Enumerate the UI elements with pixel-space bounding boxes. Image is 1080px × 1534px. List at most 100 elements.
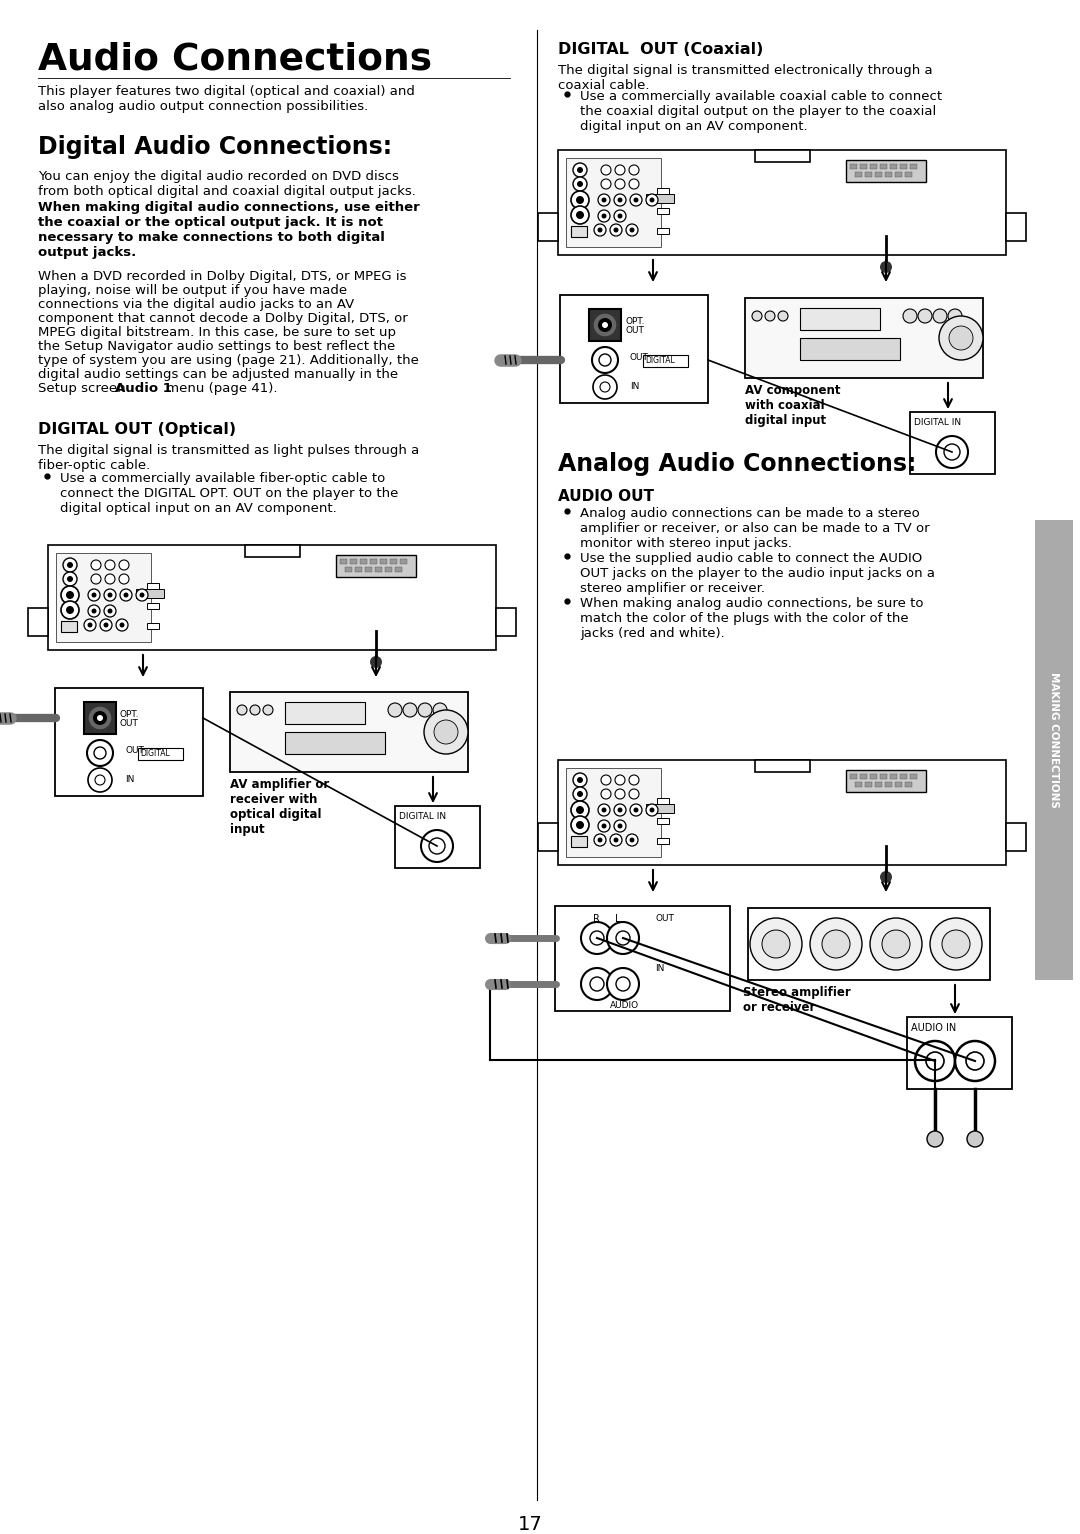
Text: playing, noise will be output if you have made: playing, noise will be output if you hav… bbox=[38, 284, 347, 298]
Bar bbox=[865, 782, 872, 787]
Circle shape bbox=[388, 703, 402, 716]
Circle shape bbox=[573, 787, 588, 801]
Circle shape bbox=[944, 443, 960, 460]
Circle shape bbox=[592, 347, 618, 373]
Bar bbox=[1035, 520, 1074, 980]
Circle shape bbox=[116, 620, 129, 630]
Text: This player features two digital (optical and coaxial) and
also analog audio out: This player features two digital (optica… bbox=[38, 84, 415, 114]
Text: Digital Audio Connections:: Digital Audio Connections: bbox=[38, 135, 392, 160]
Text: component that cannot decode a Dolby Digital, DTS, or: component that cannot decode a Dolby Dig… bbox=[38, 311, 408, 325]
Circle shape bbox=[100, 620, 112, 630]
Circle shape bbox=[571, 192, 589, 209]
Bar bbox=[800, 337, 900, 360]
Text: When a DVD recorded in Dolby Digital, DTS, or MPEG is: When a DVD recorded in Dolby Digital, DT… bbox=[38, 270, 406, 282]
Bar bbox=[561, 295, 708, 403]
Circle shape bbox=[67, 561, 73, 568]
Bar bbox=[890, 775, 897, 779]
Bar bbox=[910, 775, 917, 779]
Circle shape bbox=[63, 572, 77, 586]
Circle shape bbox=[615, 179, 625, 189]
Text: Use a commercially available coaxial cable to connect
the coaxial digital output: Use a commercially available coaxial cab… bbox=[580, 91, 942, 133]
Circle shape bbox=[616, 931, 630, 945]
Bar bbox=[566, 158, 661, 247]
Bar bbox=[895, 782, 902, 787]
Circle shape bbox=[870, 917, 922, 969]
Circle shape bbox=[120, 589, 132, 601]
Text: connections via the digital audio jacks to an AV: connections via the digital audio jacks … bbox=[38, 298, 354, 311]
Bar bbox=[905, 782, 912, 787]
Bar bbox=[907, 1017, 1012, 1089]
Circle shape bbox=[594, 834, 606, 845]
Circle shape bbox=[581, 968, 613, 1000]
Circle shape bbox=[119, 574, 129, 584]
Text: AUDIO IN: AUDIO IN bbox=[912, 1023, 956, 1032]
Bar bbox=[657, 818, 669, 824]
Circle shape bbox=[600, 179, 611, 189]
Circle shape bbox=[590, 931, 604, 945]
Circle shape bbox=[87, 589, 100, 601]
Bar bbox=[147, 603, 159, 609]
Text: Stereo amplifier
or receiver: Stereo amplifier or receiver bbox=[743, 986, 851, 1014]
Circle shape bbox=[594, 224, 606, 236]
Text: R: R bbox=[593, 914, 599, 923]
Circle shape bbox=[599, 354, 611, 367]
Circle shape bbox=[593, 374, 617, 399]
Circle shape bbox=[91, 560, 102, 571]
Bar bbox=[643, 354, 688, 367]
Circle shape bbox=[630, 804, 642, 816]
Text: type of system you are using (page 21). Additionally, the: type of system you are using (page 21). … bbox=[38, 354, 419, 367]
Circle shape bbox=[593, 313, 617, 337]
Circle shape bbox=[765, 311, 775, 321]
Text: MPEG digital bitstream. In this case, be sure to set up: MPEG digital bitstream. In this case, be… bbox=[38, 327, 396, 339]
Bar bbox=[571, 225, 588, 236]
Circle shape bbox=[136, 589, 148, 601]
Circle shape bbox=[576, 805, 584, 815]
Circle shape bbox=[615, 804, 626, 816]
Circle shape bbox=[933, 308, 947, 324]
Text: Audio Connections: Audio Connections bbox=[38, 41, 432, 78]
Circle shape bbox=[93, 710, 107, 726]
Circle shape bbox=[87, 769, 112, 792]
Bar bbox=[384, 568, 392, 572]
Text: OUT: OUT bbox=[625, 327, 644, 334]
Bar bbox=[755, 759, 810, 772]
Bar bbox=[800, 308, 880, 330]
Bar bbox=[538, 213, 558, 241]
Circle shape bbox=[598, 210, 610, 222]
Circle shape bbox=[573, 773, 588, 787]
Text: OUT: OUT bbox=[125, 746, 144, 755]
Circle shape bbox=[424, 710, 468, 755]
Bar bbox=[646, 804, 674, 813]
Circle shape bbox=[573, 163, 588, 176]
Circle shape bbox=[108, 592, 112, 598]
Text: 17: 17 bbox=[517, 1516, 542, 1534]
Circle shape bbox=[966, 1052, 984, 1071]
Circle shape bbox=[84, 620, 96, 630]
Circle shape bbox=[97, 715, 103, 721]
Bar bbox=[245, 545, 300, 557]
Circle shape bbox=[634, 807, 638, 813]
Bar bbox=[870, 164, 877, 169]
Circle shape bbox=[949, 327, 973, 350]
Circle shape bbox=[576, 196, 584, 204]
Text: OPT.: OPT. bbox=[120, 710, 139, 719]
Circle shape bbox=[598, 193, 610, 206]
Circle shape bbox=[429, 838, 445, 854]
Text: Use a commercially available fiber-optic cable to
connect the DIGITAL OPT. OUT o: Use a commercially available fiber-optic… bbox=[60, 472, 399, 515]
Text: OUT: OUT bbox=[630, 353, 649, 362]
Circle shape bbox=[607, 922, 639, 954]
Text: AUDIO OUT: AUDIO OUT bbox=[558, 489, 654, 505]
Bar bbox=[900, 775, 907, 779]
Circle shape bbox=[618, 213, 622, 218]
Circle shape bbox=[602, 807, 607, 813]
Circle shape bbox=[104, 623, 108, 627]
Circle shape bbox=[939, 316, 983, 360]
Circle shape bbox=[618, 824, 622, 828]
Circle shape bbox=[573, 176, 588, 192]
Circle shape bbox=[597, 838, 603, 842]
Bar bbox=[390, 558, 397, 565]
Circle shape bbox=[903, 308, 917, 324]
Bar bbox=[875, 782, 882, 787]
Bar bbox=[755, 150, 810, 163]
Bar bbox=[865, 172, 872, 176]
